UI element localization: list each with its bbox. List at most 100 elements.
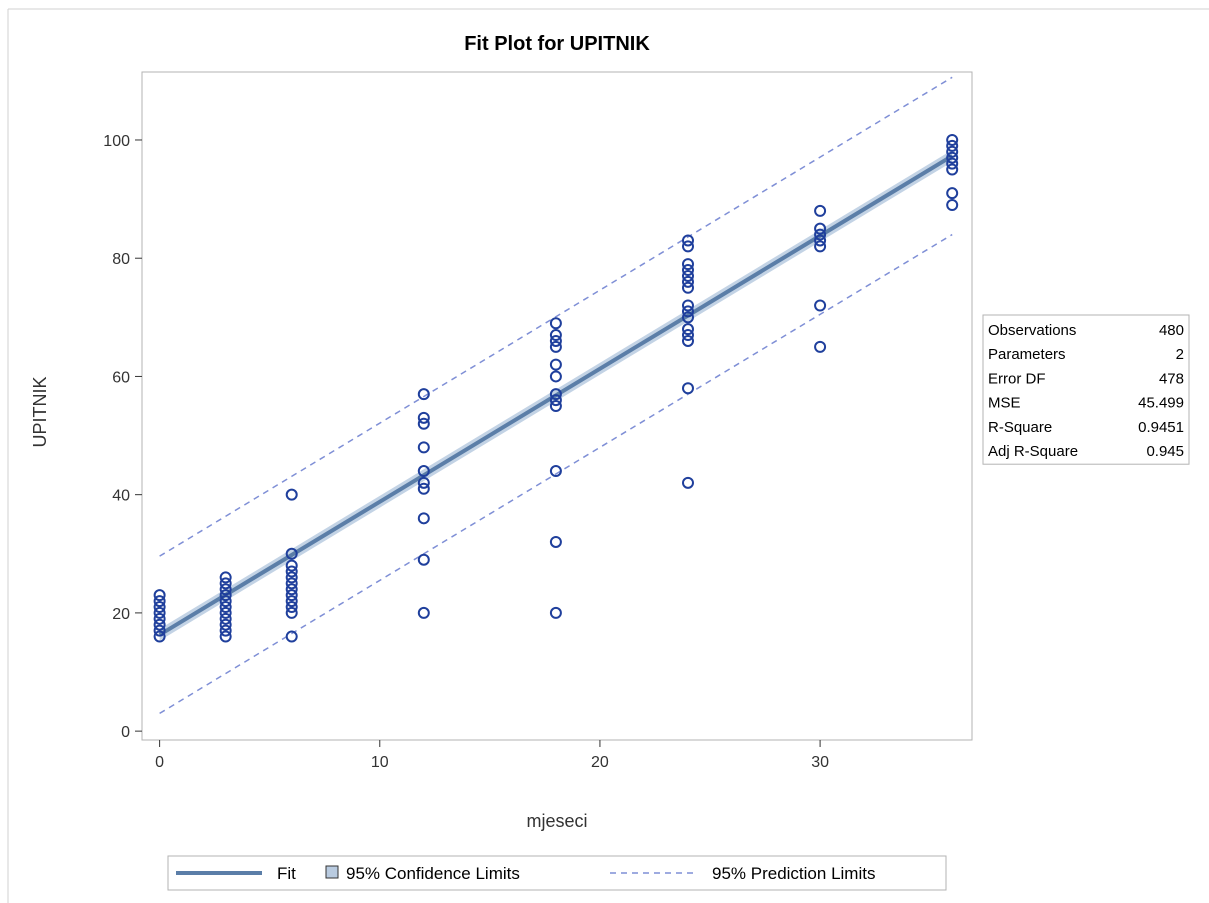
- x-tick-label: 30: [811, 754, 829, 771]
- data-point: [417, 465, 430, 478]
- data-point: [219, 571, 232, 584]
- stat-label: Error DF: [988, 370, 1046, 387]
- data-point: [219, 624, 232, 637]
- data-point: [814, 240, 827, 253]
- stat-label: Parameters: [988, 346, 1066, 363]
- stat-label: Adj R-Square: [988, 443, 1078, 460]
- data-point: [285, 589, 298, 602]
- data-point: [285, 559, 298, 572]
- data-point: [417, 512, 430, 525]
- data-point: [417, 476, 430, 489]
- stat-label: Observations: [988, 322, 1076, 339]
- legend-prediction-label: 95% Prediction Limits: [712, 864, 875, 883]
- x-tick-label: 20: [591, 754, 609, 771]
- data-point: [681, 311, 694, 324]
- prediction-limit-lower: [159, 233, 953, 715]
- data-point: [681, 305, 694, 318]
- data-point: [681, 334, 694, 347]
- data-point: [153, 589, 166, 602]
- y-tick-label: 0: [121, 724, 130, 741]
- y-tick-label: 80: [112, 251, 130, 268]
- data-point: [219, 577, 232, 590]
- data-point: [814, 228, 827, 241]
- data-point: [549, 535, 562, 548]
- legend-confidence-swatch: [325, 865, 339, 879]
- data-point: [549, 388, 562, 401]
- data-point: [219, 606, 232, 619]
- data-point: [417, 482, 430, 495]
- legend-confidence-label: 95% Confidence Limits: [346, 864, 520, 883]
- data-point: [153, 606, 166, 619]
- data-point: [417, 417, 430, 430]
- data-point: [681, 240, 694, 253]
- data-point: [219, 630, 232, 643]
- y-axis: 0 20 40 60 80 100: [103, 133, 142, 741]
- data-point: [153, 612, 166, 625]
- data-point: [219, 612, 232, 625]
- data-point: [549, 329, 562, 342]
- data-point: [153, 600, 166, 613]
- data-point: [417, 441, 430, 454]
- stat-value: 0.945: [1146, 443, 1184, 460]
- stat-label: R-Square: [988, 419, 1052, 436]
- stat-value: 0.9451: [1138, 419, 1184, 436]
- data-point: [549, 400, 562, 412]
- data-point: [946, 133, 959, 146]
- data-point: [549, 606, 562, 619]
- x-tick-label: 0: [155, 754, 164, 771]
- data-point: [814, 204, 827, 217]
- stat-label: MSE: [988, 395, 1021, 412]
- x-tick-label: 10: [371, 754, 389, 771]
- data-point: [285, 606, 298, 619]
- data-point: [814, 299, 827, 312]
- data-point: [549, 340, 562, 353]
- data-point: [946, 151, 959, 164]
- data-point: [681, 323, 694, 336]
- data-point: [285, 488, 298, 501]
- legend: Fit 95% Confidence Limits 95% Prediction…: [167, 855, 947, 891]
- data-point: [219, 618, 232, 631]
- data-point: [814, 234, 827, 247]
- data-point: [681, 329, 694, 342]
- stat-value: 2: [1176, 346, 1184, 363]
- data-point: [219, 600, 232, 613]
- data-point: [681, 269, 694, 282]
- data-point: [814, 340, 827, 353]
- data-point: [946, 199, 959, 212]
- plot-area-border: [141, 71, 973, 741]
- data-point: [285, 565, 298, 578]
- data-point: [681, 275, 694, 288]
- data-point: [814, 222, 827, 235]
- data-point: [681, 234, 694, 247]
- data-point: [549, 370, 562, 383]
- data-point: [219, 589, 232, 602]
- data-point: [681, 382, 694, 395]
- data-point: [946, 145, 959, 158]
- data-point: [417, 411, 430, 424]
- data-point: [681, 281, 694, 294]
- data-point: [681, 258, 694, 271]
- data-point: [285, 595, 298, 608]
- data-point: [549, 358, 562, 371]
- data-point: [285, 577, 298, 590]
- chart-title: Fit Plot for UPITNIK: [464, 33, 650, 55]
- data-point: [285, 571, 298, 584]
- data-point: [946, 163, 959, 176]
- y-tick-label: 20: [112, 606, 130, 623]
- data-point: [946, 157, 959, 170]
- y-tick-label: 60: [112, 369, 130, 386]
- fit-statistics-table: Observations 480 Parameters 2 Error DF 478 MSE…: [982, 314, 1190, 465]
- data-point: [153, 630, 166, 643]
- prediction-limit-upper: [159, 76, 953, 557]
- data-point: [417, 606, 430, 619]
- data-point: [549, 334, 562, 347]
- data-point: [549, 317, 562, 330]
- data-point: [681, 476, 694, 489]
- data-point: [549, 394, 562, 407]
- data-point: [219, 595, 232, 608]
- data-point: [153, 618, 166, 631]
- data-point: [681, 264, 694, 277]
- data-point: [946, 139, 959, 152]
